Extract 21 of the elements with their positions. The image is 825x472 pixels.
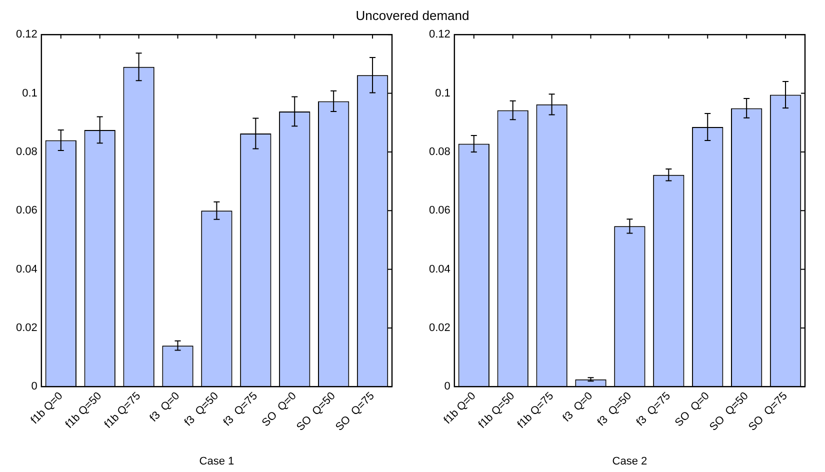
chart-title: Uncovered demand [354, 8, 470, 23]
y-tick-label: 0.08 [16, 146, 38, 158]
y-tick-label: 0.1 [22, 87, 38, 100]
x-axis-title: Case 2 [612, 455, 648, 468]
x-tick-label: f1b Q=0 [442, 390, 478, 426]
y-tick-label: 0.02 [16, 322, 38, 334]
y-tick-label: 0.02 [428, 322, 450, 334]
y-tick-label: 0.12 [16, 28, 38, 41]
y-tick-label: 0.08 [428, 146, 450, 158]
y-tick-label: 0.04 [428, 263, 450, 276]
x-tick-label: f1b Q=0 [28, 390, 66, 426]
x-axis-title: Case 1 [199, 455, 234, 468]
x-tick-label: f3 Q=0 [148, 390, 182, 424]
y-tick-label: 0 [444, 380, 450, 393]
y-tick-label: 0.12 [428, 28, 450, 41]
y-tick-label: 0.1 [435, 87, 450, 100]
y-tick-label: 0.04 [16, 263, 38, 276]
y-tick-label: 0.06 [16, 204, 38, 217]
y-tick-label: 0 [31, 380, 38, 393]
y-tick-label: 0.06 [428, 204, 450, 217]
x-tick-label: f3 Q=0 [560, 390, 596, 424]
